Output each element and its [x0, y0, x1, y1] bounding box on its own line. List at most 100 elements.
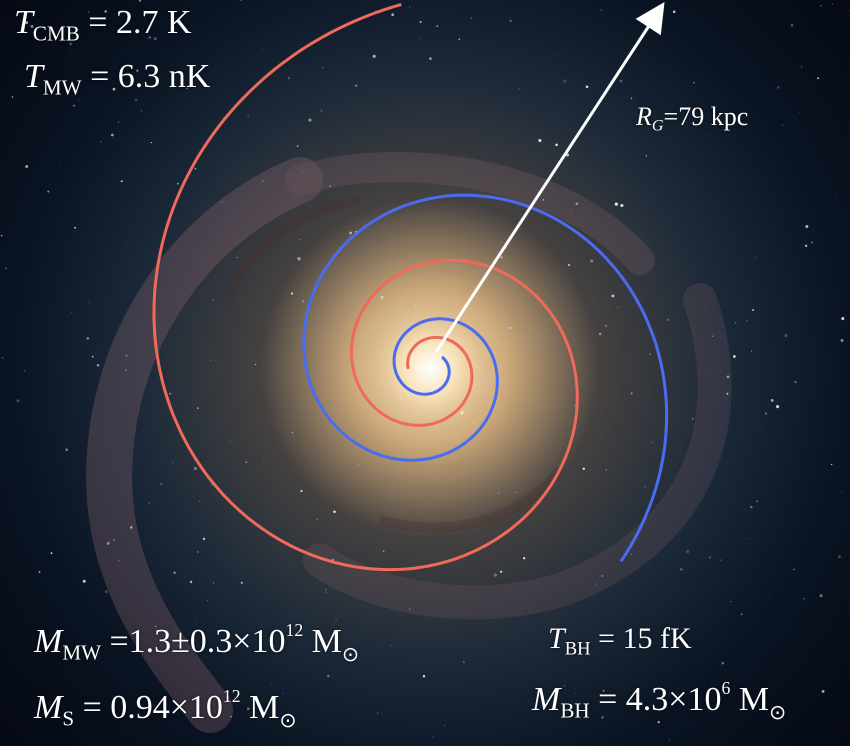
star: [693, 82, 695, 84]
star: [30, 24, 34, 28]
star: [793, 568, 795, 571]
m-bh-value: = 4.3×10: [589, 680, 722, 718]
star: [575, 202, 579, 206]
star: [614, 202, 618, 206]
star: [595, 583, 597, 585]
star: [726, 375, 730, 379]
star: [538, 138, 542, 143]
star: [254, 363, 257, 366]
star: [563, 79, 567, 83]
star: [559, 55, 561, 56]
star: [782, 124, 784, 126]
m-s-value: = 0.94×10: [74, 688, 223, 726]
star: [759, 423, 761, 425]
star: [69, 42, 73, 46]
star: [136, 69, 139, 72]
star: [333, 510, 336, 513]
star: [514, 492, 516, 493]
star: [686, 550, 690, 554]
star: [746, 320, 748, 322]
star: [568, 264, 570, 266]
star: [212, 298, 214, 301]
star: [308, 118, 312, 122]
star: [776, 405, 780, 409]
star: [644, 486, 646, 488]
star: [291, 431, 294, 434]
m-bh-sun-symbol: ⊙: [769, 700, 787, 725]
star: [600, 9, 602, 11]
star: [240, 581, 243, 584]
star: [229, 440, 231, 442]
star: [193, 467, 197, 470]
star: [442, 166, 444, 168]
star: [651, 442, 653, 444]
star: [112, 87, 116, 91]
star: [60, 165, 61, 166]
m-s-symbol: M: [34, 688, 63, 726]
star: [325, 591, 327, 593]
star: [322, 66, 325, 69]
m-mw-exponent: 12: [285, 620, 304, 640]
star: [148, 502, 150, 504]
star: [754, 256, 756, 258]
star: [679, 568, 683, 571]
star: [88, 11, 90, 13]
star: [217, 461, 219, 463]
star: [296, 145, 299, 147]
star: [130, 526, 133, 529]
star: [756, 500, 758, 503]
star: [602, 689, 605, 692]
star: [261, 48, 263, 50]
star: [252, 706, 255, 709]
star: [518, 88, 520, 90]
star: [123, 725, 125, 726]
star: [819, 594, 823, 598]
star: [508, 368, 510, 370]
star: [617, 306, 619, 308]
star: [555, 5, 557, 7]
star: [458, 38, 461, 41]
star: [247, 115, 249, 117]
star: [840, 338, 844, 342]
star: [821, 689, 825, 693]
t-cmb-symbol: T: [14, 4, 33, 41]
star: [138, 0, 142, 2]
star: [291, 292, 294, 295]
star: [444, 724, 446, 727]
star: [752, 309, 755, 312]
star: [358, 463, 360, 465]
star: [831, 463, 833, 466]
m-bh-unit: M: [730, 680, 770, 718]
star: [425, 471, 427, 473]
star: [777, 86, 780, 89]
star: [409, 6, 411, 8]
m-mw-subscript: MW: [62, 640, 101, 665]
star: [199, 500, 201, 502]
star: [262, 458, 264, 460]
star: [750, 505, 753, 509]
m-mw-symbol: M: [34, 622, 63, 660]
star: [390, 645, 392, 647]
star: [236, 256, 238, 258]
star: [124, 245, 126, 246]
star: [463, 661, 465, 663]
m-bh-subscript: BH: [560, 698, 590, 723]
star: [91, 355, 94, 358]
star: [483, 137, 485, 139]
star: [841, 491, 843, 492]
star: [546, 700, 548, 702]
star: [765, 412, 767, 415]
m-s-sun-symbol: ⊙: [279, 708, 297, 733]
star: [620, 203, 624, 208]
star: [25, 165, 29, 168]
star: [301, 300, 305, 303]
star: [140, 110, 142, 112]
star: [540, 554, 542, 556]
star: [23, 369, 26, 372]
t-bh-symbol: T: [548, 622, 565, 655]
star: [570, 208, 572, 211]
star: [585, 85, 589, 89]
star: [197, 551, 199, 553]
star: [287, 77, 291, 80]
